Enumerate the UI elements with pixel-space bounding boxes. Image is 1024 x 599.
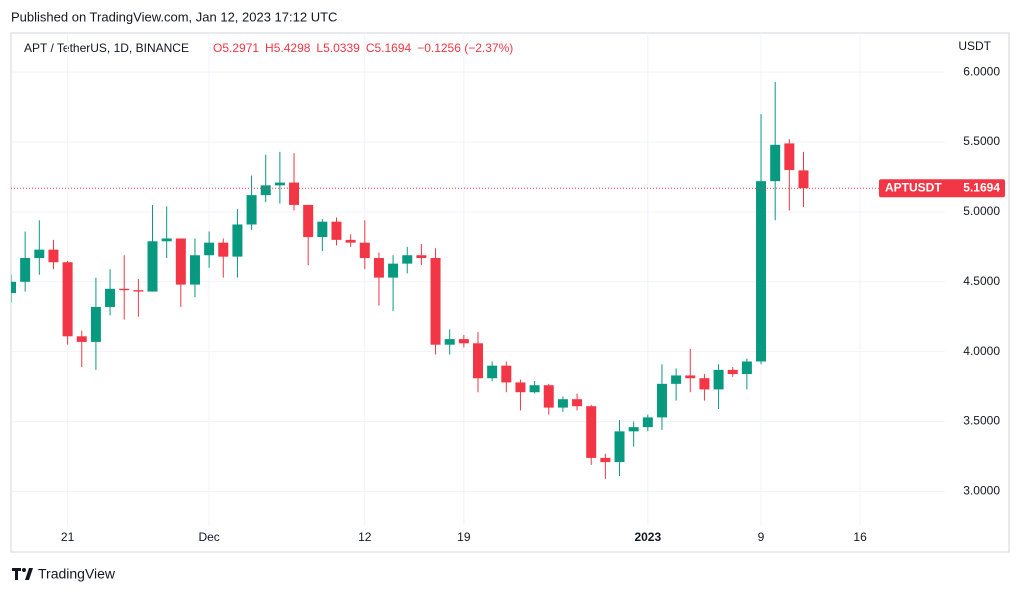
currency: USDT [958,39,991,53]
y-tick-label: 3.5000 [963,414,1000,428]
candle-body [741,361,752,375]
candle-body [402,255,413,264]
candle-body [685,375,696,379]
candle-body [274,182,285,186]
last-price-name: APTUSDT [885,180,942,194]
candle-body [699,378,710,390]
candle-body [317,221,328,238]
candle-body [770,144,781,182]
candle-body [105,288,116,307]
published-text: Published on TradingView.com, Jan 12, 20… [11,9,337,24]
candle-body [90,306,101,342]
x-tick-label: 21 [61,530,75,544]
x-tick-label: 12 [358,530,372,544]
candle-body [671,375,682,384]
candle-body [756,181,767,362]
candle-body [260,185,271,196]
candle-body [246,195,257,225]
candle-body [232,224,243,257]
y-tick-label: 6.0000 [963,64,1000,78]
candle-body [784,143,795,170]
candle-body [11,281,16,293]
candle-body [713,369,724,390]
candle-body [373,258,384,278]
candle-body [543,385,554,408]
y-tick-label: 4.5000 [963,274,1000,288]
candle-body [119,288,130,291]
candle-body [444,339,455,345]
candle-body [48,249,59,263]
ohlc-item: O5.2971 [213,41,259,55]
x-tick-label: 9 [758,530,765,544]
candle-body [600,457,611,463]
candle-body [416,255,427,259]
candle-body [147,241,158,292]
candle-body [189,255,200,285]
candle-body [501,365,512,383]
y-tick-label: 4.0000 [963,344,1000,358]
x-tick-label: 16 [853,530,867,544]
candle-body [204,242,215,256]
candle-body [586,406,597,458]
candle-body [458,339,469,344]
ohlc-values: O5.2971 H5.4298 L5.0339 C5.1694 −0.1256 (−2.… [213,41,513,55]
y-tick-label: 3.0000 [963,484,1000,498]
candle-body [20,258,31,282]
logo [12,568,33,580]
candle-body [345,239,356,243]
candle-body [473,343,483,379]
candle-body [133,290,144,292]
candle-body [34,249,45,259]
candle-body [529,385,540,393]
y-tick-label: 5.5000 [963,134,1000,148]
ohlc-item: H5.4298 [265,41,311,55]
symbol: APT / TetherUS, 1D, BINANCE [24,41,189,55]
candle-body [331,221,342,240]
candle-body [175,238,186,285]
candle-body [614,431,625,463]
candles [11,81,809,479]
candle-body [572,399,583,407]
axes: 3.0000 3.5000 4.0000 4.5000 5.0000 5.5000 6.00… [11,64,1005,544]
last-price-tag [879,179,1005,198]
ohlc-item: L5.0339 [316,41,360,55]
candle-body [557,399,568,408]
candle-body [656,383,667,418]
change: −0.1256 (−2.37%) [417,41,513,55]
candle-body [388,263,399,278]
candle-body [161,238,172,242]
candle-body [62,262,73,337]
candle-body [430,258,441,345]
x-tick-label: Dec [198,530,219,544]
x-tick-label: 2023 [634,530,661,544]
footer-brand: TradingView [38,566,116,582]
ohlc-item: C5.1694 [366,41,412,55]
candle-body [798,170,809,189]
y-tick-label: 5.0000 [963,204,1000,218]
candle-body [727,369,738,375]
candle-body [289,182,300,205]
chart-frame [10,32,1010,553]
x-tick-label: 19 [457,530,471,544]
candle-body [642,417,653,428]
candle-body [487,365,498,379]
candle-body [359,242,370,259]
candle-body [218,242,229,257]
last-price-value: 5.1694 [963,180,1000,194]
candle-body [303,204,314,238]
candle-body [628,427,639,432]
candle-body [515,382,526,393]
candle-body [76,336,87,342]
